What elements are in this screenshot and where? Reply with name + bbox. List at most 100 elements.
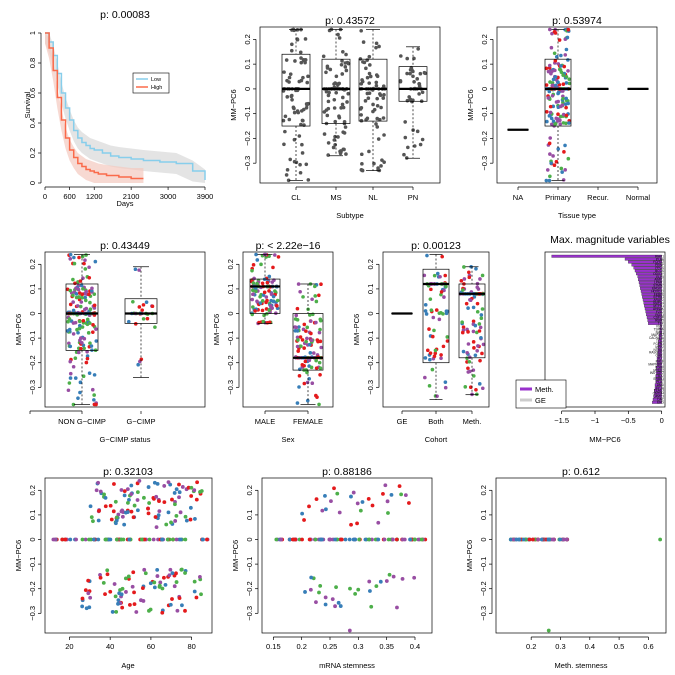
data-point (351, 490, 356, 495)
data-point (550, 83, 555, 88)
data-point (188, 517, 193, 522)
bar (657, 354, 662, 357)
data-point (365, 75, 370, 80)
data-point (199, 592, 203, 597)
data-point (550, 94, 555, 98)
data-point (155, 574, 160, 578)
x-tick-label: −0.5 (621, 416, 636, 425)
data-point (547, 114, 552, 118)
data-point (467, 355, 472, 360)
y-tick-label: 0 (226, 311, 235, 315)
data-point (296, 338, 300, 342)
data-point (326, 141, 331, 145)
bar (638, 278, 662, 282)
box-1 (292, 283, 324, 405)
data-point (301, 295, 305, 299)
data-point (144, 300, 149, 305)
data-point (85, 317, 90, 322)
x-tick-label: 80 (187, 642, 195, 651)
plot-frame (44, 251, 206, 408)
data-point (72, 255, 76, 260)
data-point (103, 495, 108, 500)
data-point (544, 66, 549, 71)
data-point (133, 322, 138, 326)
box-iqr (422, 268, 450, 364)
bar (655, 377, 662, 381)
x-axis-label: Days (116, 199, 133, 208)
data-point (68, 302, 73, 307)
data-point (155, 567, 160, 572)
legend: Meth. GE (515, 379, 567, 409)
data-point (471, 340, 476, 344)
data-point (473, 323, 478, 328)
data-point (514, 537, 519, 542)
data-point (323, 493, 327, 498)
data-point (546, 628, 551, 633)
x-tick-label: −1 (591, 416, 600, 425)
data-point (85, 356, 90, 361)
data-point (91, 323, 95, 327)
data-point (105, 572, 110, 577)
bar-label: FKBP6 (654, 292, 664, 296)
bar (652, 398, 662, 401)
data-point (78, 279, 83, 283)
data-point (157, 583, 162, 588)
data-point (251, 305, 255, 309)
data-point (265, 298, 269, 303)
data-point (146, 485, 151, 489)
data-point (295, 306, 300, 311)
data-point (411, 74, 415, 79)
data-point (564, 121, 568, 126)
data-point (132, 602, 137, 607)
bar-label: INS−IGF2 (650, 371, 664, 375)
data-point (547, 63, 552, 68)
data-point (325, 64, 330, 69)
data-point (462, 265, 466, 269)
data-point (334, 74, 339, 79)
data-point (375, 103, 380, 108)
data-point (412, 537, 417, 542)
data-point (73, 281, 77, 286)
y-tick-label: 0 (28, 181, 37, 185)
bar (657, 348, 662, 352)
x-tick-label: MS (330, 193, 341, 202)
data-point (441, 312, 445, 316)
bar-label: ARAP2 (654, 298, 665, 302)
data-point (141, 317, 146, 321)
y-axis-label: MM−PC6 (466, 89, 475, 120)
data-point (189, 485, 194, 490)
data-point (80, 295, 85, 300)
data-point (477, 322, 482, 326)
bar-label: MPP2 (655, 345, 664, 349)
data-point (439, 292, 443, 297)
data-point (180, 603, 184, 608)
box-iqr (321, 58, 351, 124)
data-point (479, 313, 484, 317)
data-point (559, 53, 563, 58)
data-point (282, 142, 286, 147)
y-tick-label: 0 (245, 537, 254, 541)
data-point (423, 303, 428, 307)
data-point (566, 27, 571, 32)
data-point (437, 317, 442, 322)
data-point (158, 580, 163, 585)
data-point (124, 590, 128, 594)
y-tick-label: 0.1 (479, 510, 488, 520)
data-point (445, 335, 450, 339)
data-point (430, 367, 435, 372)
data-point (439, 353, 443, 357)
data-point (168, 567, 173, 572)
data-point (567, 121, 571, 125)
data-point (302, 381, 307, 386)
data-point (432, 328, 436, 333)
data-point (87, 537, 91, 542)
data-point (341, 95, 345, 100)
data-point (292, 106, 296, 111)
data-point (142, 567, 147, 572)
plot-frame (261, 477, 433, 634)
data-point (250, 312, 255, 317)
survival-line-low (45, 32, 206, 180)
data-point (141, 303, 146, 307)
x-tick-label: Meth. (463, 417, 482, 426)
x-tick-label: 2100 (123, 192, 140, 201)
